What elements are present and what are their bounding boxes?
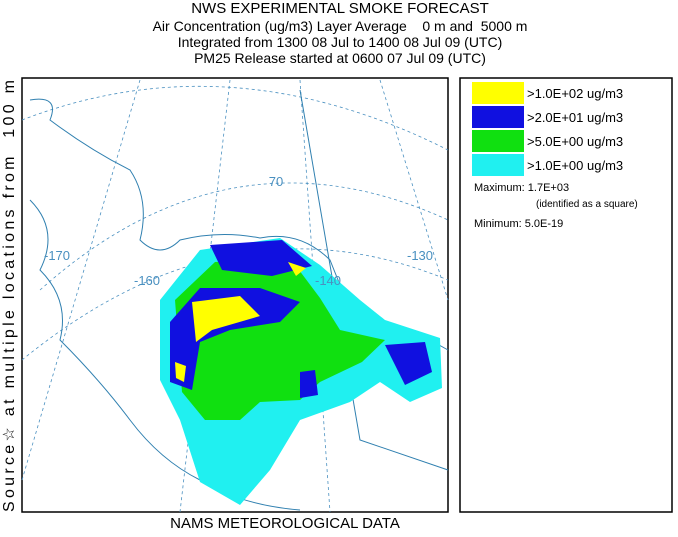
subtitle: Air Concentration (ug/m3) Layer Average … [153, 18, 528, 34]
plume-region [288, 262, 306, 276]
plume-region [210, 240, 312, 276]
maximum-note: (identified as a square) [536, 199, 638, 210]
plume-region [385, 342, 432, 385]
legend-label: >1.0E+02 ug/m3 [527, 86, 623, 101]
title: NWS EXPERIMENTAL SMOKE FORECAST [191, 0, 489, 17]
plume-region [192, 296, 260, 342]
legend-box [459, 77, 673, 513]
map-label: -160 [134, 273, 160, 288]
legend-swatch [472, 154, 524, 176]
minimum: Minimum: 5.0E-19 [474, 218, 563, 230]
map-label: -140 [315, 273, 341, 288]
legend-label: >1.0E+00 ug/m3 [527, 158, 623, 173]
legend-swatch [472, 130, 524, 152]
legend-label: >5.0E+00 ug/m3 [527, 134, 623, 149]
plume-region [175, 362, 186, 382]
footer: NAMS METEOROLOGICAL DATA [170, 515, 400, 532]
plume [160, 238, 442, 505]
map-label: -170 [44, 248, 70, 263]
legend-swatch [472, 82, 524, 104]
legend-swatch [472, 106, 524, 128]
subtitle: PM25 Release started at 0600 07 Jul 09 (… [194, 50, 486, 66]
side-label: Source☆ at multiple locations from 100 m [1, 80, 18, 512]
maximum: Maximum: 1.7E+03 [474, 182, 569, 194]
subtitle: Integrated from 1300 08 Jul to 1400 08 J… [178, 34, 503, 50]
map-label: 70 [269, 174, 283, 189]
plume-region [300, 370, 318, 398]
legend-label: >2.0E+01 ug/m3 [527, 110, 623, 125]
map: -170 -160 -140 -130 70 [21, 77, 449, 513]
map-label: -130 [407, 248, 433, 263]
